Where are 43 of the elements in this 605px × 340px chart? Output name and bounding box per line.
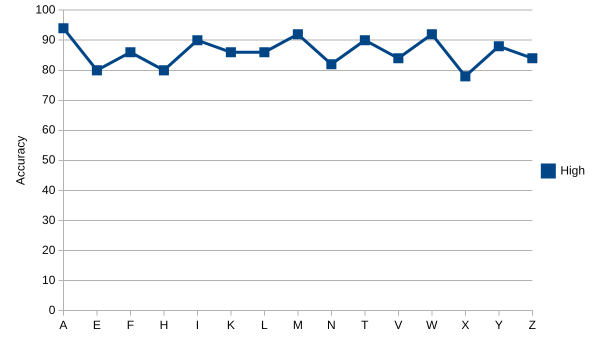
y-tick-label: 60: [42, 122, 56, 137]
x-tick-label: Y: [494, 318, 503, 332]
y-tick-label: 70: [42, 92, 56, 107]
y-tick-label: 50: [42, 152, 56, 167]
point: [125, 47, 136, 58]
x-tick-label: Z: [528, 318, 536, 332]
x-tick-label: I: [196, 318, 200, 332]
x-tick-label: N: [327, 318, 336, 332]
point: [92, 65, 102, 76]
y-tick-label: 90: [42, 32, 56, 47]
point: [426, 29, 437, 40]
point: [158, 65, 169, 76]
y-tick-label: 30: [42, 212, 56, 227]
point: [192, 35, 202, 46]
x-tick-label: H: [160, 318, 168, 332]
y-axis-title: Accuracy: [14, 136, 28, 186]
point: [360, 35, 370, 46]
y-tick-label: 100: [35, 2, 56, 17]
y-tick-label: 40: [42, 182, 56, 197]
point: [292, 29, 303, 40]
x-tick-label: E: [92, 318, 101, 332]
x-tick-label: K: [226, 318, 235, 332]
point: [494, 41, 504, 52]
x-tick-label: X: [461, 318, 470, 332]
x-tick-label: F: [126, 318, 134, 332]
legend-label: High: [560, 163, 586, 178]
x-tick-label: M: [292, 318, 303, 332]
point: [393, 53, 404, 64]
x-tick-label: V: [394, 318, 402, 332]
y-tick-label: 20: [42, 242, 56, 257]
point: [460, 71, 470, 82]
point: [527, 53, 538, 64]
point: [226, 47, 236, 58]
point: [58, 23, 68, 34]
point: [326, 59, 336, 70]
y-tick-label: 0: [48, 302, 56, 317]
x-tick-label: A: [59, 318, 68, 332]
y-tick-label: 10: [42, 272, 56, 287]
point: [259, 47, 270, 58]
x-tick-label: W: [426, 318, 438, 332]
x-tick-label: T: [361, 318, 370, 332]
y-tick-label: 80: [42, 62, 56, 77]
x-tick-label: L: [261, 318, 268, 332]
